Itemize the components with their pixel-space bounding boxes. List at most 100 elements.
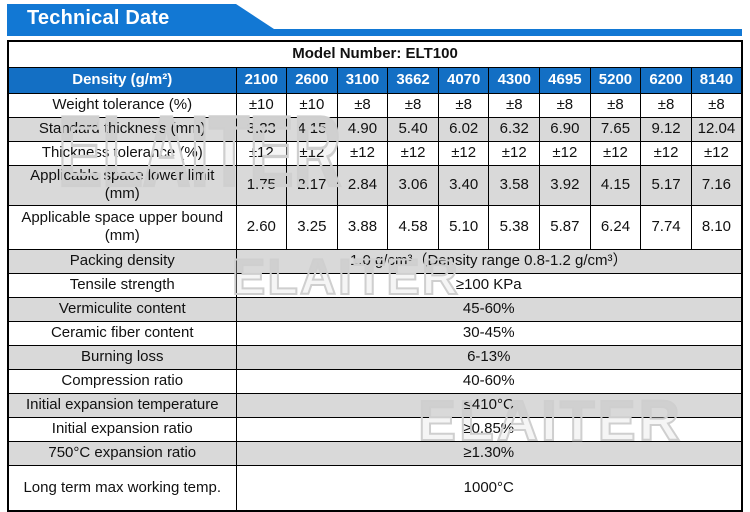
row-value-cell: 30-45% bbox=[235, 320, 743, 346]
row-value-cell: 1.0 g/cm³（Density range 0.8-1.2 g/cm³） bbox=[235, 248, 743, 274]
table-row: Burning loss 6-13% bbox=[7, 344, 743, 370]
table-row: Tensile strength ≥100 KPa bbox=[7, 272, 743, 298]
model-number-cell: Model Number: ELT100 bbox=[7, 40, 743, 68]
density-value-cell: 2100 bbox=[235, 66, 288, 94]
row-value-cell: 7.74 bbox=[640, 204, 692, 250]
row-value-cell: ≤410°C bbox=[235, 392, 743, 418]
row-label-cell: Initial expansion temperature bbox=[7, 392, 237, 418]
row-value-cell: 3.92 bbox=[539, 164, 591, 206]
row-value-cell: 2.17 bbox=[286, 164, 338, 206]
table-row: Standard thickness (mm) 3.33 4.15 4.90 5.40 6… bbox=[7, 116, 743, 142]
banner-ribbon: Technical Date bbox=[7, 4, 742, 36]
row-value-cell: 3.06 bbox=[387, 164, 439, 206]
page-title: Technical Date bbox=[27, 7, 170, 29]
density-value-cell: 6200 bbox=[640, 66, 692, 94]
row-value-cell: ≥1.30% bbox=[235, 440, 743, 466]
density-value-cell: 5200 bbox=[589, 66, 642, 94]
row-value-cell: ±12 bbox=[690, 140, 743, 166]
row-value-cell: 3.88 bbox=[336, 204, 389, 250]
row-label-cell: Compression ratio bbox=[7, 368, 237, 394]
table-row: Packing density 1.0 g/cm³（Density range 0… bbox=[7, 248, 743, 274]
row-value-cell: 2.84 bbox=[336, 164, 389, 206]
row-value-cell: ±12 bbox=[235, 140, 288, 166]
row-value-cell: 12.04 bbox=[690, 116, 743, 142]
row-value-cell: 5.87 bbox=[539, 204, 591, 250]
row-value-cell: 5.40 bbox=[387, 116, 439, 142]
row-label-cell: Vermiculite content bbox=[7, 296, 237, 322]
row-value-cell: 45-60% bbox=[235, 296, 743, 322]
row-label-cell: Thickness tolerance (%) bbox=[7, 140, 237, 166]
density-value-cell: 3100 bbox=[336, 66, 389, 94]
row-value-cell: ±12 bbox=[336, 140, 389, 166]
row-value-cell: ±8 bbox=[690, 92, 743, 118]
row-value-cell: ±12 bbox=[589, 140, 642, 166]
row-value-cell: ±10 bbox=[235, 92, 288, 118]
spec-table: Model Number: ELT100 Density (g/m²) 2100 26… bbox=[7, 40, 743, 512]
row-value-cell: ±8 bbox=[539, 92, 591, 118]
density-header-row: Density (g/m²) 2100 2600 3100 3662 4070 4300 46… bbox=[7, 66, 743, 94]
row-value-cell: ±12 bbox=[640, 140, 692, 166]
row-value-cell: ±12 bbox=[539, 140, 591, 166]
row-value-cell: 5.10 bbox=[437, 204, 490, 250]
density-value-cell: 8140 bbox=[690, 66, 743, 94]
row-value-cell: 5.17 bbox=[640, 164, 692, 206]
row-value-cell: 7.16 bbox=[690, 164, 743, 206]
density-value-cell: 3662 bbox=[387, 66, 439, 94]
row-value-cell: ±12 bbox=[488, 140, 541, 166]
row-value-cell: 3.25 bbox=[286, 204, 338, 250]
table-row: 750°C expansion ratio ≥1.30% bbox=[7, 440, 743, 466]
row-value-cell: 1000°C bbox=[235, 464, 743, 512]
row-label-cell: Applicable space lower limit (mm) bbox=[7, 164, 237, 206]
table-row: Long term max working temp. 1000°C bbox=[7, 464, 743, 512]
row-label-cell: Packing density bbox=[7, 248, 237, 274]
row-label-cell: Weight tolerance (%) bbox=[7, 92, 237, 118]
row-value-cell: 6.02 bbox=[437, 116, 490, 142]
row-value-cell: ±12 bbox=[286, 140, 338, 166]
table-row: Weight tolerance (%) ±10 ±10 ±8 ±8 ±8 ±8 ±8 ±8 ±8… bbox=[7, 92, 743, 118]
row-value-cell: 7.65 bbox=[589, 116, 642, 142]
row-value-cell: 40-60% bbox=[235, 368, 743, 394]
density-value-cell: 4695 bbox=[539, 66, 591, 94]
density-value-cell: 4300 bbox=[488, 66, 541, 94]
row-value-cell: ±8 bbox=[387, 92, 439, 118]
table-row: Applicable space lower limit (mm) 1.75 2.1… bbox=[7, 164, 743, 206]
model-number-row: Model Number: ELT100 bbox=[7, 40, 743, 68]
row-label-cell: Applicable space upper bound (mm) bbox=[7, 204, 237, 250]
row-value-cell: 6.90 bbox=[539, 116, 591, 142]
row-value-cell: ±8 bbox=[336, 92, 389, 118]
density-value-cell: 4070 bbox=[437, 66, 490, 94]
density-value-cell: 2600 bbox=[286, 66, 338, 94]
row-value-cell: ≥100 KPa bbox=[235, 272, 743, 298]
table-row: Thickness tolerance (%) ±12 ±12 ±12 ±12 ±12 ±1… bbox=[7, 140, 743, 166]
row-value-cell: 9.12 bbox=[640, 116, 692, 142]
row-value-cell: ±8 bbox=[589, 92, 642, 118]
row-value-cell: 4.15 bbox=[589, 164, 642, 206]
row-label-cell: Ceramic fiber content bbox=[7, 320, 237, 346]
row-value-cell: 6.24 bbox=[589, 204, 642, 250]
row-value-cell: 6.32 bbox=[488, 116, 541, 142]
spec-table-body: Model Number: ELT100 Density (g/m²) 2100 26… bbox=[7, 40, 743, 512]
row-label-cell: 750°C expansion ratio bbox=[7, 440, 237, 466]
table-row: Initial expansion ratio ≥0.85% bbox=[7, 416, 743, 442]
row-value-cell: ±8 bbox=[437, 92, 490, 118]
row-value-cell: 4.58 bbox=[387, 204, 439, 250]
table-row: Vermiculite content 45-60% bbox=[7, 296, 743, 322]
row-label-cell: Burning loss bbox=[7, 344, 237, 370]
table-row: Initial expansion temperature ≤410°C bbox=[7, 392, 743, 418]
row-value-cell: ≥0.85% bbox=[235, 416, 743, 442]
row-value-cell: ±12 bbox=[387, 140, 439, 166]
table-row: Compression ratio 40-60% bbox=[7, 368, 743, 394]
row-value-cell: 2.60 bbox=[235, 204, 288, 250]
row-value-cell: 4.90 bbox=[336, 116, 389, 142]
row-value-cell: ±10 bbox=[286, 92, 338, 118]
row-value-cell: 4.15 bbox=[286, 116, 338, 142]
row-value-cell: 3.40 bbox=[437, 164, 490, 206]
row-label-cell: Long term max working temp. bbox=[7, 464, 237, 512]
row-value-cell: 8.10 bbox=[690, 204, 743, 250]
row-label-cell: Standard thickness (mm) bbox=[7, 116, 237, 142]
row-value-cell: ±12 bbox=[437, 140, 490, 166]
row-value-cell: 5.38 bbox=[488, 204, 541, 250]
row-value-cell: ±8 bbox=[488, 92, 541, 118]
row-label-cell: Initial expansion ratio bbox=[7, 416, 237, 442]
